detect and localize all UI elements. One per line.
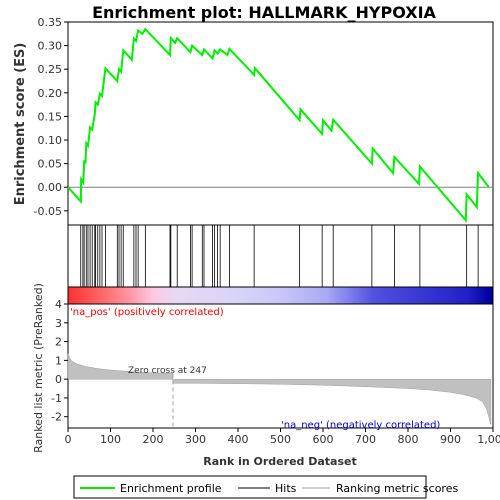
hits-lines	[80, 225, 479, 287]
es-y-tick-label: 0.15	[38, 110, 63, 123]
metric-y-tick-label: 0	[55, 373, 62, 386]
es-panel: -0.05 0.00 0.05 0.10 0.15 0.20 0.25 0.30 0.35 En…	[13, 16, 494, 226]
x-tick-label: 200	[143, 433, 164, 446]
es-y-ticks: -0.05 0.00 0.05 0.10 0.15 0.20 0.25 0.30 0.35	[34, 16, 68, 218]
es-y-tick-label: 0.10	[38, 134, 63, 147]
legend-metric-label: Ranking metric scores	[336, 482, 458, 495]
ranking-heatmap-bar	[67, 286, 494, 305]
metric-y-ticks: -2 -1 0 1 2 3 4	[51, 298, 68, 424]
hits-panel	[67, 224, 494, 288]
zero-cross-label: Zero cross at 247	[128, 366, 207, 376]
metric-x-ticks: 0 100 200 300 400 500 600 700 800 900 1,000	[65, 428, 500, 446]
metric-y-tick-label: 3	[55, 317, 62, 330]
metric-panel-frame	[67, 303, 494, 429]
es-panel-frame	[67, 21, 494, 226]
legend: Enrichment profile Hits Ranking metric s…	[73, 475, 458, 499]
x-tick-label: 1,000	[477, 433, 500, 446]
metric-y-tick-label: -2	[51, 411, 62, 424]
metric-y-tick-label: -1	[51, 392, 62, 405]
pos-label: 'na_pos' (positively correlated)	[70, 307, 224, 318]
legend-frame	[73, 475, 427, 499]
x-tick-label: 900	[440, 433, 461, 446]
x-tick-label: 700	[355, 433, 376, 446]
legend-hits-label: Hits	[275, 482, 297, 495]
enrichment-profile-line	[67, 27, 490, 223]
es-y-tick-label: 0.35	[38, 16, 63, 29]
chart-title: Enrichment plot: HALLMARK_HYPOXIA	[92, 3, 436, 22]
ranking-metric-area	[67, 353, 492, 425]
es-y-tick-label: 0.05	[38, 158, 63, 171]
x-tick-label: 100	[100, 433, 121, 446]
x-tick-label: 800	[398, 433, 419, 446]
es-y-tick-label: 0.00	[38, 181, 63, 194]
metric-y-tick-label: 1	[55, 354, 62, 367]
metric-panel: 'na_pos' (positively correlated) Zero cr…	[32, 283, 500, 468]
x-tick-label: 600	[313, 433, 334, 446]
es-y-tick-label: 0.20	[38, 87, 63, 100]
legend-enrichment-label: Enrichment profile	[120, 482, 222, 495]
x-axis-label: Rank in Ordered Dataset	[203, 455, 357, 468]
metric-y-tick-label: 2	[55, 336, 62, 349]
x-tick-label: 400	[228, 433, 249, 446]
x-tick-label: 0	[65, 433, 72, 446]
neg-label: 'na_neg' (negatively correlated)	[281, 420, 440, 431]
metric-y-axis-label: Ranked list metric (PreRanked)	[32, 283, 45, 453]
es-y-tick-label: 0.30	[38, 40, 63, 53]
es-y-tick-label: 0.25	[38, 63, 63, 76]
x-tick-label: 500	[270, 433, 291, 446]
es-y-tick-label: -0.05	[34, 205, 62, 218]
x-tick-label: 300	[185, 433, 206, 446]
es-y-axis-label: Enrichment score (ES)	[13, 43, 28, 206]
hits-panel-frame	[67, 224, 494, 288]
metric-y-tick-label: 4	[55, 298, 62, 311]
